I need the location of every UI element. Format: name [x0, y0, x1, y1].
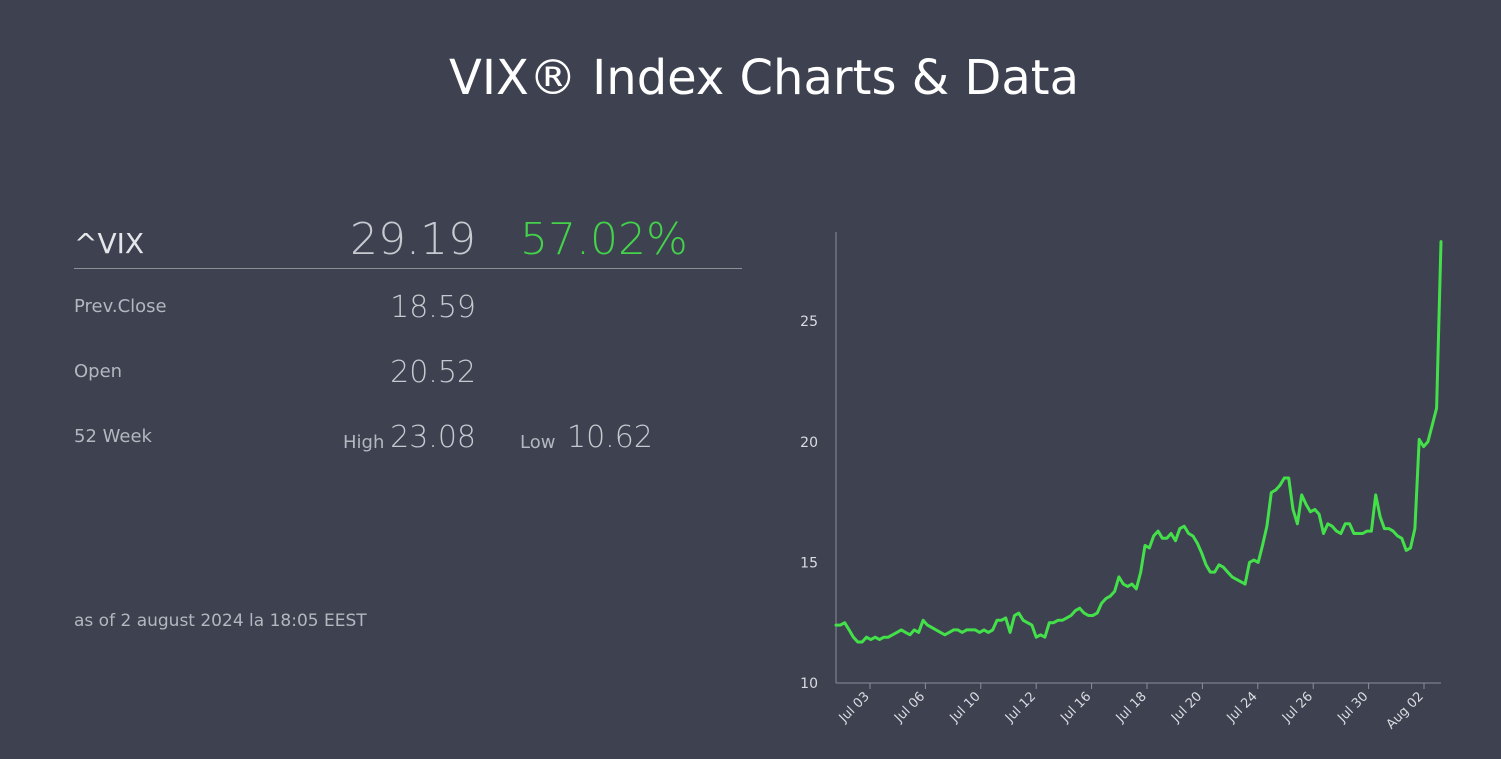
x-tick-label: Jul 24	[1224, 689, 1261, 726]
chart-axes	[835, 232, 1441, 684]
low-label: Low	[520, 432, 556, 453]
x-tick-label: Jul 30	[1334, 689, 1371, 726]
prev-close-label: Prev.Close	[74, 296, 167, 317]
y-tick-label: 15	[800, 555, 818, 571]
high-label: High	[343, 432, 385, 453]
as-of-timestamp: as of 2 august 2024 la 18:05 EEST	[74, 611, 367, 631]
low-value: 10.62	[567, 420, 653, 455]
open-value: 20.52	[390, 355, 476, 390]
y-tick-label: 20	[800, 435, 818, 451]
divider	[74, 268, 742, 269]
x-axis-ticks: Jul 03 Jul 06 Jul 10 Jul 12 Jul 16 Jul 18 Jul …	[836, 683, 1427, 732]
symbol-label: ^VIX	[74, 227, 145, 260]
x-tick-label: Jul 06	[891, 689, 928, 726]
x-tick-label: Jul 20	[1168, 689, 1205, 726]
y-axis-ticks: 10 15 20 25	[800, 314, 818, 692]
y-tick-label: 25	[800, 314, 818, 330]
week52-label: 52 Week	[74, 426, 152, 447]
change-percent: 57.02%	[520, 214, 688, 265]
x-tick-label: Jul 12	[1002, 689, 1039, 726]
x-tick-label: Jul 16	[1057, 689, 1094, 726]
quote-panel: ^VIX 29.19 57.02% Prev.Close 18.59 Open …	[74, 214, 742, 631]
last-price: 29.19	[350, 214, 476, 265]
x-tick-label: Jul 10	[947, 689, 984, 726]
x-tick-label: Jul 03	[836, 689, 873, 726]
open-label: Open	[74, 361, 123, 382]
page-title: VIX® Index Charts & Data	[449, 50, 1079, 106]
x-tick-label: Jul 18	[1113, 689, 1150, 726]
prev-close-value: 18.59	[390, 290, 476, 325]
high-value: 23.08	[390, 420, 476, 455]
y-tick-label: 10	[800, 676, 818, 692]
vix-series-line	[834, 240, 1443, 644]
x-tick-label: Aug 02	[1384, 689, 1427, 732]
x-tick-label: Jul 26	[1279, 689, 1316, 726]
